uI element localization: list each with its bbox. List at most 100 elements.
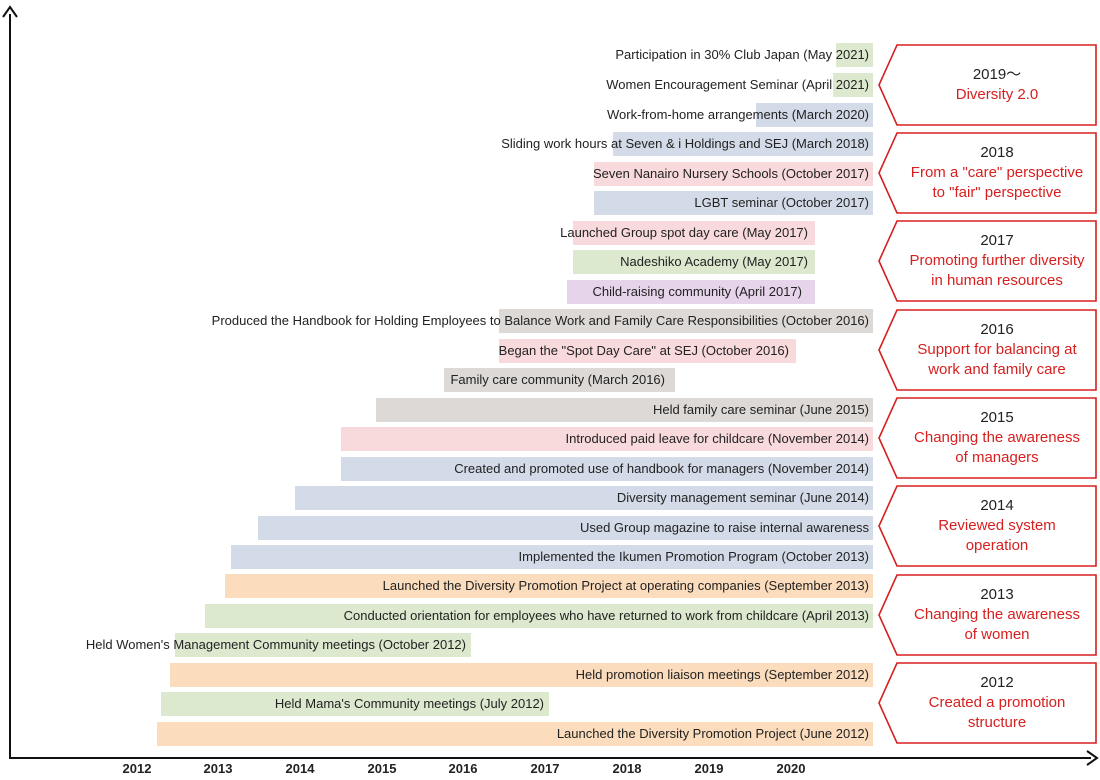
timeline-item-label: Produced the Handbook for Holding Employ…: [211, 313, 869, 328]
phase-title: Changing the awareness: [914, 606, 1080, 623]
timeline-bar: [567, 280, 815, 304]
timeline-item-label: Introduced paid leave for childcare (Nov…: [565, 431, 869, 446]
timeline-item-label: Participation in 30% Club Japan (May 202…: [615, 47, 869, 62]
phase-panel: 2018 From a "care" perspective to "fair" p…: [877, 132, 1097, 214]
phase-panel: 2014 Reviewed system operation: [877, 485, 1097, 567]
phase-arrow-shape: [878, 44, 1097, 126]
phase-panel: 2019～ Diversity 2.0: [877, 44, 1097, 126]
phase-title: Support for balancing at: [917, 341, 1077, 358]
phase-year: 2017: [980, 232, 1014, 249]
timeline-item-label: Sliding work hours at Seven & i Holdings…: [501, 136, 869, 151]
phase-year: 2012: [980, 674, 1014, 691]
timeline-item-label: Began the "Spot Day Care" at SEJ (Octobe…: [498, 343, 789, 358]
timeline-item-label: Created and promoted use of handbook for…: [454, 461, 869, 476]
x-tick-label: 2018: [612, 761, 642, 776]
phase-title: Promoting further diversity: [909, 252, 1085, 269]
phase-panel: 2017 Promoting further diversity in human …: [877, 220, 1097, 302]
phase-arrow-shape: [878, 220, 1097, 302]
timeline-item-label: Held promotion liaison meetings (Septemb…: [575, 667, 869, 682]
timeline-item-label: Nadeshiko Academy (May 2017): [620, 254, 808, 269]
phase-panel: 2013 Changing the awareness of women: [877, 574, 1097, 656]
x-tick-label: 2014: [285, 761, 315, 776]
timeline-bar: [444, 368, 675, 392]
timeline-bar: [205, 604, 873, 628]
phase-year: 2014: [980, 497, 1014, 514]
timeline-bar: [756, 103, 873, 127]
phase-panel: 2016 Support for balancing at work and fam…: [877, 309, 1097, 391]
phase-title: Changing the awareness: [914, 429, 1080, 446]
timeline-item-label: Held Women's Management Community meetin…: [85, 637, 466, 652]
x-tick-label: 2016: [448, 761, 478, 776]
phase-year: 2016: [980, 321, 1014, 338]
timeline-bar: [341, 457, 873, 481]
phase-panel: 2015 Changing the awareness of managers: [877, 397, 1097, 479]
phase-panel: 2012 Created a promotion structure: [877, 662, 1097, 744]
x-tick-label: 2015: [367, 761, 397, 776]
timeline-bar: [833, 73, 873, 97]
x-axis-line: [9, 757, 1091, 759]
phase-title: in human resources: [931, 272, 1063, 289]
timeline-bar: [499, 339, 796, 363]
phase-arrow-shape: [878, 662, 1097, 744]
phase-arrow-shape: [878, 132, 1097, 214]
y-axis-line: [9, 14, 11, 759]
phase-title: structure: [967, 714, 1027, 731]
phase-year: 2019～: [972, 66, 1022, 83]
x-tick-label: 2019: [694, 761, 724, 776]
phase-arrow-shape: [878, 485, 1097, 567]
timeline-item-label: LGBT seminar (October 2017): [694, 195, 869, 210]
phase-title: operation: [965, 537, 1029, 554]
timeline-item-label: Implemented the Ikumen Promotion Program…: [518, 549, 869, 564]
timeline-bar: [573, 221, 815, 245]
phase-title: of managers: [955, 449, 1039, 466]
timeline-item-label: Seven Nanairo Nursery Schools (October 2…: [592, 166, 869, 181]
phase-title: of women: [964, 626, 1030, 643]
phase-year: 2018: [980, 144, 1014, 161]
timeline-item-label: Work-from-home arrangements (March 2020): [606, 107, 869, 122]
phase-year: 2013: [980, 586, 1014, 603]
timeline-item-label: Held family care seminar (June 2015): [652, 402, 869, 417]
timeline-item-label: Launched Group spot day care (May 2017): [560, 225, 808, 240]
timeline-bar: [161, 692, 549, 716]
phase-title: work and family care: [928, 361, 1066, 378]
timeline-bar: [157, 722, 873, 746]
timeline-bar: [231, 545, 873, 569]
timeline-bar: [836, 43, 873, 67]
timeline-bar: [175, 633, 471, 657]
x-tick-label: 2012: [122, 761, 152, 776]
timeline-item-label: Used Group magazine to raise internal aw…: [579, 520, 869, 535]
x-tick-label: 2017: [530, 761, 560, 776]
timeline-item-label: Child-raising community (April 2017): [592, 284, 802, 299]
x-tick-label: 2020: [776, 761, 806, 776]
timeline-bar: [573, 250, 815, 274]
timeline-bar: [170, 663, 873, 687]
timeline-bar: [594, 191, 873, 215]
x-axis-arrow-icon: [1086, 750, 1099, 766]
phase-title: Created a promotion: [928, 694, 1066, 711]
timeline-item-label: Held Mama's Community meetings (July 201…: [274, 696, 544, 711]
x-tick-label: 2013: [203, 761, 233, 776]
phase-arrow-shape: [878, 309, 1097, 391]
timeline-item-label: Conducted orientation for employees who …: [343, 608, 869, 623]
timeline-item-label: Diversity management seminar (June 2014): [616, 490, 869, 505]
timeline-bar: [594, 162, 873, 186]
timeline-bar: [613, 132, 873, 156]
phase-arrow-shape: [878, 397, 1097, 479]
timeline-bar: [258, 516, 873, 540]
timeline-bar: [376, 398, 873, 422]
timeline-item-label: Launched the Diversity Promotion Project…: [382, 578, 869, 593]
timeline-bar: [341, 427, 873, 451]
phase-title: Reviewed system: [938, 517, 1056, 534]
timeline-item-label: Family care community (March 2016): [450, 372, 665, 387]
phase-title: Diversity 2.0: [955, 86, 1039, 103]
timeline-item-label: Women Encouragement Seminar (April 2021): [606, 77, 869, 92]
timeline-item-label: Launched the Diversity Promotion Project…: [556, 726, 869, 741]
phase-arrow-shape: [878, 574, 1097, 656]
phase-title: From a "care" perspective: [910, 164, 1084, 181]
phase-year: 2015: [980, 409, 1014, 426]
timeline-bar: [499, 309, 873, 333]
y-axis-arrow-icon: [2, 5, 18, 18]
timeline-bar: [295, 486, 873, 510]
timeline-bar: [225, 574, 873, 598]
